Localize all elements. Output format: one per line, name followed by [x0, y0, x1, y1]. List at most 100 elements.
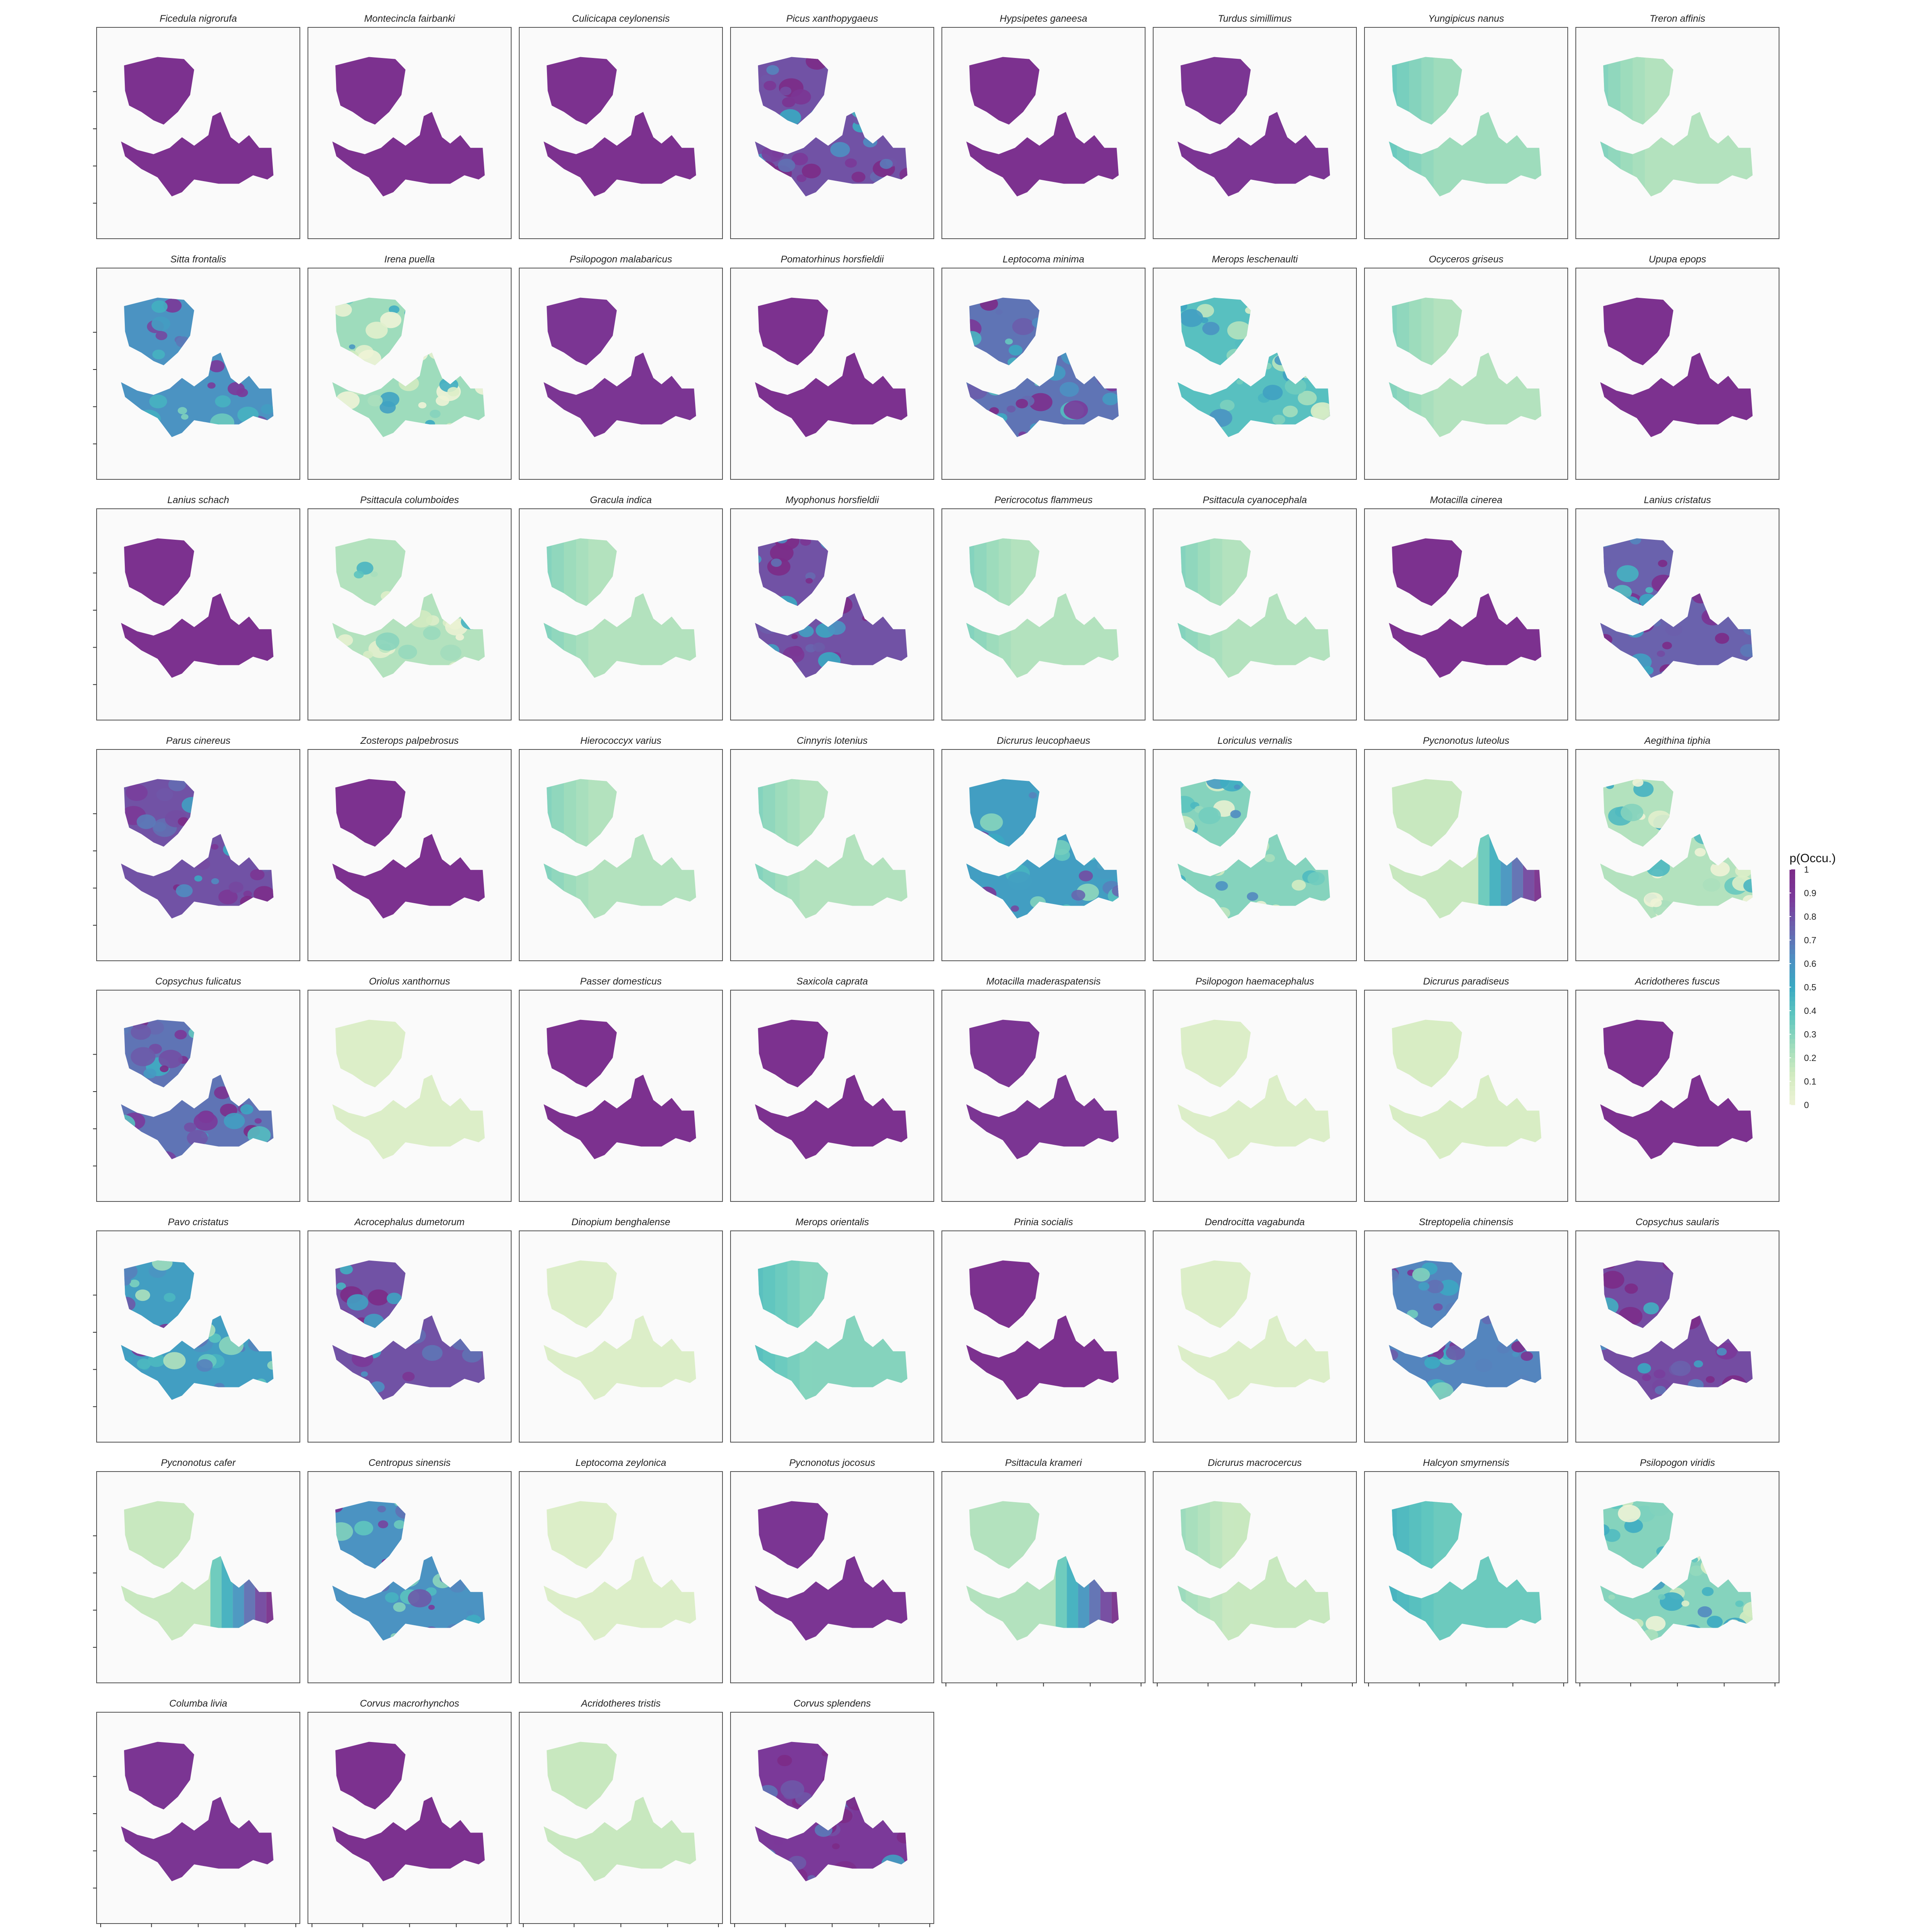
panel-frame [308, 268, 512, 480]
panel-title: Streptopelia chinensis [1419, 1217, 1513, 1228]
map-panel: Dicrurus leucophaeus [941, 735, 1146, 961]
map-panel: Hypsipetes ganeesa [941, 13, 1146, 239]
panel-title: Pomatorhinus horsfieldii [780, 254, 884, 265]
panel-title: Picus xanthopygaeus [786, 13, 878, 24]
panel-frame [308, 1712, 512, 1924]
panel-title: Corvus splendens [793, 1698, 871, 1709]
panel-title: Copsychus fulicatus [155, 976, 241, 987]
panel-title: Acrocephalus dumetorum [354, 1217, 464, 1228]
axis-ticks [945, 1683, 1141, 1686]
legend-tick-label: 0.6 [1804, 959, 1816, 969]
legend: p(Occu.)1 0.9 0.8 0.7 0.6 0.5 0.4 0.3 0.2 0.1 0 [1790, 852, 1836, 1110]
panel-frame [941, 990, 1146, 1202]
panel-title: Passer domesticus [580, 976, 662, 987]
map-panel: Leptocoma zeylonica [519, 1457, 723, 1683]
panel-frame [308, 749, 512, 961]
map-panel: Yungipicus nanus [1364, 13, 1568, 239]
map-panel: Dicrurus macrocercus [1153, 1457, 1357, 1686]
panel-title: Saxicola caprata [797, 976, 868, 987]
panel-frame [1153, 749, 1357, 961]
panel-frame [941, 1230, 1146, 1443]
panel-frame [1364, 1230, 1568, 1443]
map-panel: Psittacula cyanocephala [1153, 495, 1357, 720]
map-panel: Cinnyris lotenius [730, 735, 934, 961]
panel-frame [730, 268, 934, 480]
panel-frame [730, 508, 934, 720]
panels-grid: Ficedula nigrorufa Montecincla fairbanki C… [93, 13, 1779, 1927]
panel-title: Cinnyris lotenius [797, 735, 867, 746]
map-panel: Irena puella [308, 254, 512, 480]
panel-frame [519, 990, 723, 1202]
axis-ticks [93, 1535, 97, 1648]
axis-ticks [93, 91, 97, 204]
panel-frame [941, 1471, 1146, 1683]
map-panel: Dendrocitta vagabunda [1153, 1217, 1357, 1443]
panel-title: Parus cinereus [166, 735, 230, 746]
axis-ticks [93, 1054, 97, 1166]
legend-colorbar [1790, 869, 1795, 1105]
panel-frame [96, 508, 300, 720]
map-panel: Psilopogon viridis [1575, 1457, 1779, 1686]
panel-frame [1575, 1230, 1779, 1443]
panel-title: Dendrocitta vagabunda [1205, 1217, 1305, 1228]
panel-title: Pycnonotus luteolus [1423, 735, 1509, 746]
panel-frame [1364, 990, 1568, 1202]
panel-title: Psilopogon viridis [1640, 1457, 1715, 1468]
panel-frame [519, 27, 723, 239]
map-panel: Corvus splendens [730, 1698, 934, 1927]
map-panel: Motacilla cinerea [1364, 495, 1568, 720]
axis-ticks [93, 332, 97, 444]
axis-ticks [312, 1924, 508, 1927]
legend-tick-label: 0.7 [1804, 935, 1816, 945]
panel-title: Yungipicus nanus [1428, 13, 1504, 24]
panel-title: Oriolus xanthornus [369, 976, 450, 987]
panel-title: Pycnonotus jocosus [789, 1457, 875, 1468]
map-panel: Leptocoma minima [941, 254, 1146, 480]
panel-title: Aegithina tiphia [1643, 735, 1710, 746]
legend-tick-label: 0.8 [1804, 912, 1816, 922]
map-panel: Saxicola caprata [730, 976, 934, 1202]
panel-title: Sitta frontalis [170, 254, 226, 265]
panel-title: Culicicapa ceylonensis [572, 13, 670, 24]
map-panel: Merops orientalis [730, 1217, 934, 1443]
panel-frame [730, 1712, 934, 1924]
panel-frame [1575, 749, 1779, 961]
map-panel: Pavo cristatus [93, 1217, 300, 1443]
panel-title: Dicrurus macrocercus [1208, 1457, 1302, 1468]
map-panel: Psittacula columboides [308, 495, 512, 720]
panel-title: Centropus sinensis [368, 1457, 450, 1468]
map-panel: Acridotheres tristis [519, 1698, 723, 1927]
panel-frame [1364, 749, 1568, 961]
map-panel: Myophonus horsfieldii [730, 495, 934, 720]
map-panel: Copsychus fulicatus [93, 976, 300, 1202]
panel-title: Psittacula columboides [360, 495, 459, 506]
panel-frame [730, 990, 934, 1202]
axis-ticks [1157, 1683, 1353, 1686]
map-panel: Columba livia [93, 1698, 300, 1927]
map-panel: Treron affinis [1575, 13, 1779, 239]
panel-title: Columba livia [169, 1698, 227, 1709]
map-panel: Streptopelia chinensis [1364, 1217, 1568, 1443]
map-panel: Ficedula nigrorufa [93, 13, 300, 239]
panel-frame [1153, 268, 1357, 480]
panel-title: Hypsipetes ganeesa [1000, 13, 1087, 24]
panel-frame [1153, 27, 1357, 239]
panel-frame [519, 1712, 723, 1924]
axis-ticks [523, 1924, 719, 1927]
legend-tick-label: 0.2 [1804, 1053, 1816, 1063]
axis-ticks [93, 813, 97, 926]
panel-title: Dicrurus paradiseus [1423, 976, 1509, 987]
map-panel: Upupa epops [1575, 254, 1779, 480]
axis-ticks [93, 1776, 296, 1927]
panel-frame [519, 749, 723, 961]
panel-frame [96, 1712, 300, 1924]
panel-title: Halcyon smyrnensis [1423, 1457, 1509, 1468]
legend-tick-label: 0.1 [1804, 1077, 1816, 1087]
map-panel: Centropus sinensis [308, 1457, 512, 1683]
map-panel: Motacilla maderaspatensis [941, 976, 1146, 1202]
legend-tick-label: 0.3 [1804, 1030, 1816, 1040]
panel-frame [308, 1230, 512, 1443]
panel-title: Corvus macrorhynchos [360, 1698, 459, 1709]
panel-frame [96, 1230, 300, 1443]
panel-title: Acridotheres tristis [580, 1698, 661, 1709]
